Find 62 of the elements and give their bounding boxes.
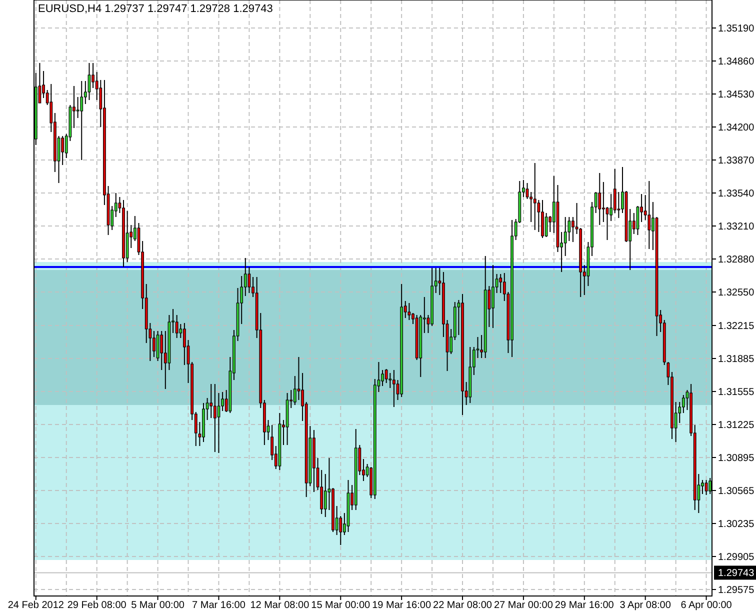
x-tick-label: 19 Mar 16:00 [372, 600, 432, 611]
x-tick-label: 24 Feb 2012 [8, 600, 64, 611]
x-tick-label: 29 Mar 16:00 [554, 600, 614, 611]
candlestick [533, 162, 536, 230]
y-tick-label: 1.33870 [718, 156, 755, 166]
x-tick-label: 15 Mar 00:00 [311, 600, 371, 611]
y-tick-label: 1.35190 [718, 24, 755, 34]
x-tick-label: 27 Mar 00:00 [494, 600, 554, 611]
candlestick [598, 172, 602, 226]
candlestick [381, 370, 384, 386]
candlestick [217, 392, 220, 454]
candlestick [92, 62, 94, 88]
x-tick-label: 7 Mar 16:00 [192, 600, 246, 611]
candlestick [499, 274, 502, 294]
y-tick-label: 1.29575 [718, 585, 755, 596]
candlestick [572, 216, 574, 242]
y-tick-label: 1.33540 [718, 188, 755, 200]
candlestick [544, 212, 548, 238]
candlestick [183, 322, 186, 366]
ref-line-label: 1.29743 [718, 568, 755, 580]
candlestick [564, 216, 567, 256]
candlestick [388, 372, 392, 388]
candlestick [492, 264, 494, 328]
y-tick-label: 1.31885 [718, 354, 755, 365]
candlestick [617, 192, 620, 218]
x-tick-label: 29 Feb 08:00 [67, 600, 127, 611]
candlestick [408, 302, 411, 320]
x-tick-label: 6 Apr 00:00 [680, 600, 732, 611]
candlestick [648, 180, 651, 250]
y-tick-label: 1.32550 [718, 288, 755, 298]
x-tick-label: 3 Apr 08:00 [620, 600, 672, 611]
y-tick-label: 1.31225 [718, 420, 755, 431]
candlestick [213, 384, 216, 452]
candlestick [76, 96, 80, 118]
candlestick [602, 182, 605, 222]
candlestick [160, 330, 164, 370]
candlestick [248, 266, 251, 294]
x-tick-label: 22 Mar 08:00 [433, 600, 492, 611]
x-tick-label: 5 Mar 00:00 [131, 600, 185, 611]
chart-title: EURUSD,H4 1.29737 1.29747 1.29728 1.29743 [38, 3, 273, 15]
y-tick-label: 1.31555 [718, 387, 755, 398]
candlestick [175, 314, 178, 338]
y-tick-label: 1.33210 [718, 222, 755, 232]
candlestick [541, 200, 544, 238]
y-tick-label: 1.30565 [718, 486, 755, 497]
y-tick-label: 1.30895 [718, 453, 755, 464]
y-tick-label: 1.34530 [718, 90, 755, 100]
y-tick-label: 1.32880 [718, 254, 755, 266]
candlestick [526, 182, 529, 200]
y-tick-label: 1.34860 [718, 56, 755, 68]
candlestick [152, 330, 156, 358]
candlestick [704, 480, 708, 496]
candlestick [80, 80, 84, 160]
candlestick [61, 136, 64, 166]
y-tick-label: 1.30235 [718, 519, 755, 530]
y-tick-label: 1.32215 [718, 321, 755, 332]
y-tick-label: 1.29905 [718, 552, 755, 563]
candlestick [606, 206, 609, 240]
x-tick-label: 12 Mar 08:00 [250, 600, 310, 611]
candlestick [210, 384, 213, 418]
y-tick-label: 1.34200 [718, 122, 755, 134]
candlestick [392, 370, 396, 408]
